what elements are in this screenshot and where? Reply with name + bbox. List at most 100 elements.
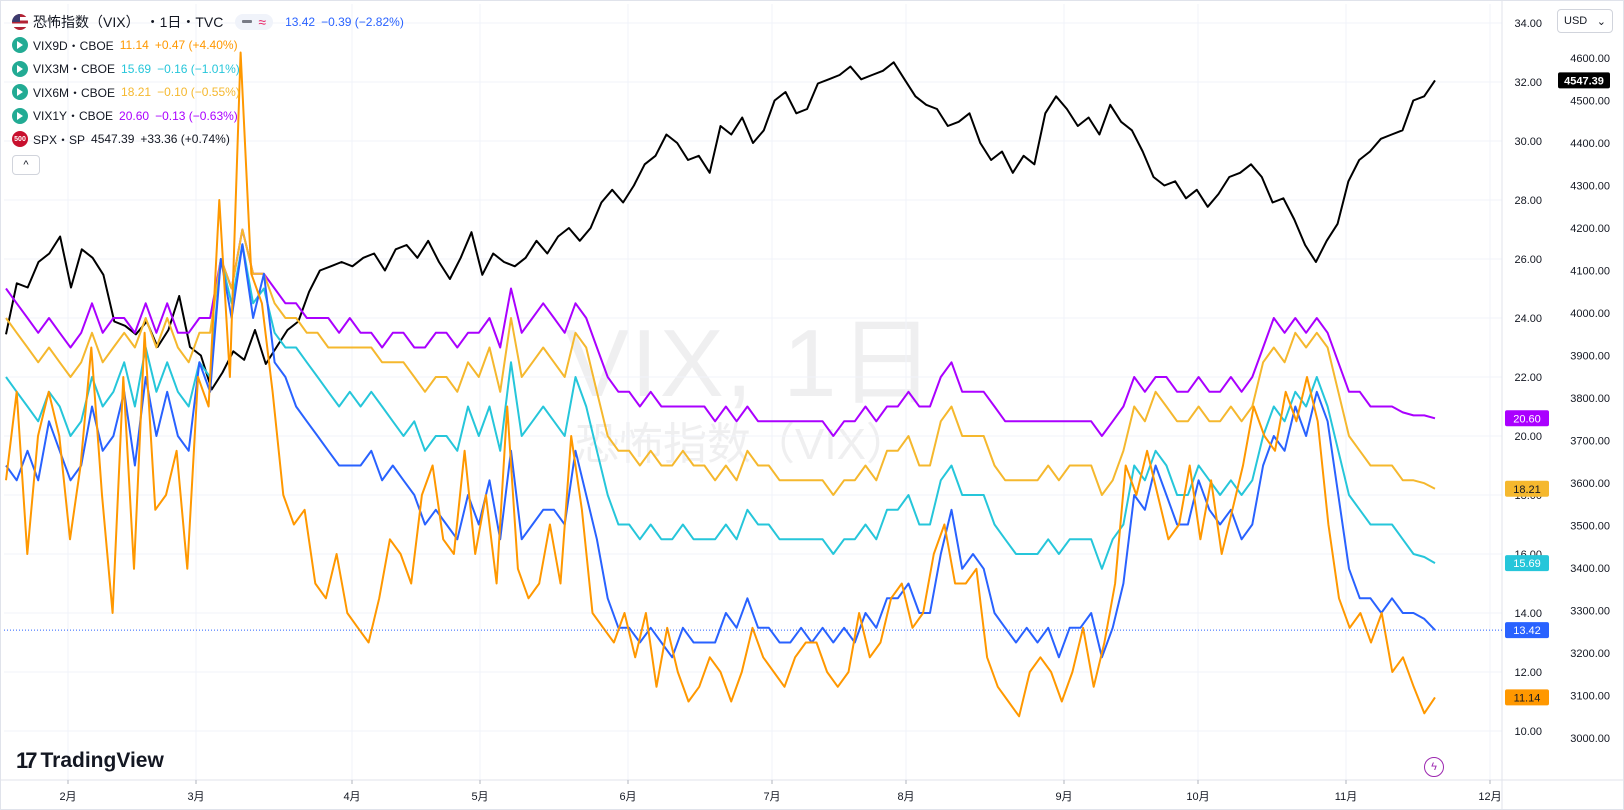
last-value-text: 15.69 bbox=[1513, 558, 1541, 570]
legend-row-vix6m[interactable]: VIX6M・CBOE 18.21 −0.10 (−0.55%) bbox=[12, 81, 404, 105]
legend-value: 15.69 bbox=[121, 61, 152, 76]
y2-tick-label: 3500.00 bbox=[1570, 521, 1610, 533]
legend-main-name: 恐怖指数（VIX） bbox=[33, 13, 140, 30]
legend-symbol-name: VIX1Y・CBOE bbox=[33, 109, 114, 124]
y-tick-label: 20.00 bbox=[1514, 431, 1542, 443]
x-tick-label: 12月 bbox=[1478, 791, 1501, 803]
series-line-vix9d[interactable] bbox=[5, 51, 1436, 718]
y2-tick-label: 4500.00 bbox=[1570, 96, 1610, 108]
y-tick-label: 28.00 bbox=[1514, 195, 1542, 207]
legend-change: −0.16 (−1.01%) bbox=[157, 61, 240, 76]
y2-tick-label: 4400.00 bbox=[1570, 138, 1610, 150]
tv-logo-text: TradingView bbox=[40, 749, 164, 772]
x-tick-label: 5月 bbox=[471, 791, 488, 803]
chevron-up-icon: ^ bbox=[23, 159, 29, 171]
bolt-glyph: ϟ bbox=[1431, 761, 1437, 773]
y2-tick-label: 3400.00 bbox=[1570, 563, 1610, 575]
legend-row-vix3m[interactable]: VIX3M・CBOE 15.69 −0.16 (−1.01%) bbox=[12, 57, 404, 81]
legend-value: 20.60 bbox=[119, 108, 150, 123]
last-value-text: 4547.39 bbox=[1564, 75, 1604, 87]
last-value-text: 11.14 bbox=[1514, 692, 1541, 704]
legend-row-vix1y[interactable]: VIX1Y・CBOE 20.60 −0.13 (−0.63%) bbox=[12, 104, 404, 128]
series-line-vix6m[interactable] bbox=[5, 228, 1436, 496]
play-icon bbox=[12, 60, 28, 77]
series-line-vix[interactable] bbox=[5, 243, 1436, 659]
y-tick-label: 26.00 bbox=[1514, 254, 1542, 266]
last-value-badge-vix3m bbox=[1505, 555, 1549, 572]
x-tick-label: 10月 bbox=[1186, 791, 1209, 803]
y2-tick-label: 3000.00 bbox=[1570, 733, 1610, 745]
last-value-text: 18.21 bbox=[1513, 484, 1541, 496]
legend-change: +33.36 (+0.74%) bbox=[140, 132, 230, 147]
y2-tick-label: 3300.00 bbox=[1570, 606, 1610, 618]
legend-main-interval: ・1日・TVC bbox=[145, 13, 224, 30]
last-value-text: 20.60 bbox=[1513, 413, 1541, 425]
currency-label: USD bbox=[1564, 15, 1588, 27]
x-tick-label: 4月 bbox=[343, 791, 360, 803]
play-icon bbox=[12, 107, 28, 124]
compare-toggle[interactable]: ≈ bbox=[235, 13, 274, 30]
legend-row-vix[interactable]: 恐怖指数（VIX） ・1日・TVC ≈ 13.42 −0.39 (−2.82%) bbox=[12, 10, 404, 34]
legend-change: +0.47 (+4.40%) bbox=[154, 38, 238, 53]
x-tick-label: 9月 bbox=[1055, 791, 1072, 803]
minus-icon bbox=[242, 20, 253, 24]
compare-icon: ≈ bbox=[258, 13, 267, 30]
x-tick-label: 3月 bbox=[187, 791, 204, 803]
legend-symbol-name: VIX3M・CBOE bbox=[33, 62, 116, 77]
y2-tick-label: 3600.00 bbox=[1570, 478, 1610, 490]
last-value-badge-spx bbox=[1558, 72, 1610, 89]
y2-tick-label: 4100.00 bbox=[1570, 266, 1610, 278]
legend-symbol-name: VIX9D・CBOE bbox=[33, 38, 114, 53]
series-line-spx[interactable] bbox=[5, 61, 1436, 391]
y2-tick-label: 4200.00 bbox=[1570, 223, 1610, 235]
last-value-text: 13.42 bbox=[1513, 625, 1541, 637]
watermark-symbol: VIX, 1日 bbox=[565, 310, 937, 417]
last-value-badge-vix bbox=[1505, 622, 1549, 639]
last-value-badge-vix9d bbox=[1505, 689, 1549, 706]
y2-tick-label: 4300.00 bbox=[1570, 181, 1610, 193]
y-tick-label: 10.00 bbox=[1514, 726, 1542, 738]
legend-value: 11.14 bbox=[119, 38, 149, 53]
y-tick-label: 34.00 bbox=[1514, 18, 1542, 30]
y2-tick-label: 3900.00 bbox=[1570, 351, 1610, 363]
y-tick-label: 12.00 bbox=[1514, 667, 1542, 679]
us-flag-icon bbox=[12, 13, 28, 30]
y2-tick-label: 4600.00 bbox=[1570, 53, 1610, 65]
legend-row-vix9d[interactable]: VIX9D・CBOE 11.14 +0.47 (+4.40%) bbox=[12, 34, 404, 58]
legend-value: 4547.39 bbox=[91, 132, 135, 147]
sp500-icon: 500 bbox=[12, 131, 28, 148]
x-tick-label: 6月 bbox=[619, 791, 636, 803]
legend-symbol-name: VIX6M・CBOE bbox=[33, 85, 116, 100]
legend: 恐怖指数（VIX） ・1日・TVC ≈ 13.42 −0.39 (−2.82%)… bbox=[12, 10, 404, 175]
bolt-icon[interactable]: ϟ bbox=[1424, 757, 1444, 777]
legend-main-value: 13.42 bbox=[285, 14, 316, 29]
y2-tick-label: 3200.00 bbox=[1570, 648, 1610, 660]
collapse-legend-button[interactable]: ^ bbox=[12, 155, 40, 175]
legend-main-change: −0.39 (−2.82%) bbox=[321, 14, 404, 29]
play-icon bbox=[12, 37, 28, 54]
y2-tick-label: 3700.00 bbox=[1570, 436, 1610, 448]
watermark-name: 恐怖指数（VIX） bbox=[575, 420, 910, 469]
tv-logo-mark: 17 bbox=[16, 748, 38, 773]
x-tick-label: 8月 bbox=[897, 791, 914, 803]
y-tick-label: 22.00 bbox=[1514, 372, 1542, 384]
last-value-badge-vix1y bbox=[1505, 410, 1549, 427]
chevron-down-icon: ⌄ bbox=[1596, 15, 1606, 28]
tradingview-logo[interactable]: 17 TradingView bbox=[16, 748, 164, 774]
y2-tick-label: 3100.00 bbox=[1570, 691, 1610, 703]
legend-row-spx[interactable]: 500 SPX・SP 4547.39 +33.36 (+0.74%) bbox=[12, 128, 404, 152]
x-tick-label: 2月 bbox=[59, 791, 76, 803]
y2-tick-label: 3800.00 bbox=[1570, 393, 1610, 405]
play-icon bbox=[12, 84, 28, 101]
y-tick-label: 24.00 bbox=[1514, 313, 1542, 325]
y2-tick-label: 4000.00 bbox=[1570, 308, 1610, 320]
series-line-vix3m[interactable] bbox=[5, 243, 1436, 570]
legend-change: −0.13 (−0.63%) bbox=[155, 108, 238, 123]
currency-button[interactable]: USD ⌄ bbox=[1557, 9, 1613, 33]
x-tick-label: 11月 bbox=[1335, 791, 1357, 803]
legend-value: 18.21 bbox=[121, 85, 152, 100]
y-tick-label: 30.00 bbox=[1514, 136, 1542, 148]
y-tick-label: 32.00 bbox=[1514, 77, 1542, 89]
x-tick-label: 7月 bbox=[763, 791, 780, 803]
